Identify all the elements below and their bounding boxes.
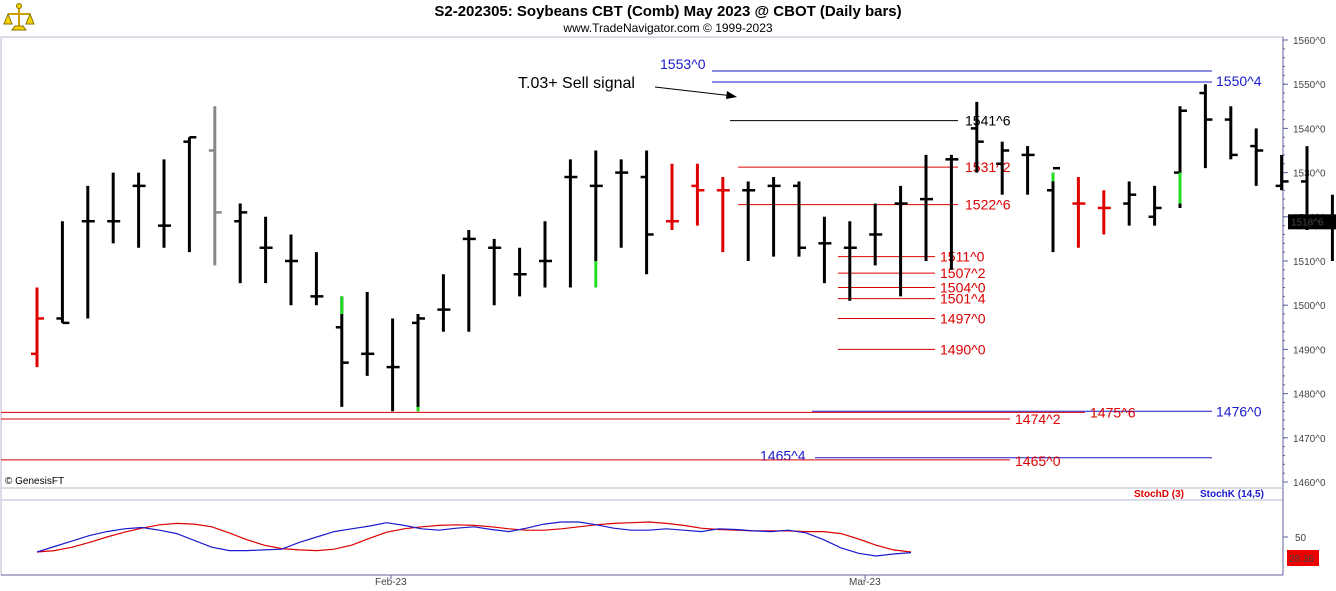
sell-signal-annotation: T.03+ Sell signal [518, 75, 635, 92]
level-label: 1541^6 [965, 113, 1011, 129]
legend-stochd: StochD (3) [1134, 489, 1184, 500]
level-label: 1465^0 [1015, 453, 1061, 469]
price-axis-tick-label: 1510^0 [1293, 257, 1326, 268]
level-label: 1531^2 [965, 159, 1011, 175]
sell-signal-arrow-line [654, 86, 734, 97]
source-label: © GenesisFT [5, 476, 64, 487]
price-axis-tick-label: 1480^0 [1293, 390, 1326, 401]
last-price-tag [1288, 214, 1336, 230]
chart-subtitle: www.TradeNavigator.com © 1999-2023 [563, 21, 773, 35]
last-price-tag-label: 1518^6 [1291, 217, 1324, 228]
price-axis-tick-label: 1500^0 [1293, 301, 1326, 312]
price-axis-tick-label: 1460^0 [1293, 478, 1326, 489]
level-label: 1474^2 [1015, 411, 1061, 427]
legend-stochk: StochK (14,5) [1200, 489, 1264, 500]
price-axis-tick-label: 1560^0 [1293, 36, 1326, 47]
date-axis-label: Feb-23 [375, 577, 407, 588]
price-axis-tick-label: 1490^0 [1293, 345, 1326, 356]
oscillator-last-tag-label: 28.36 [1289, 554, 1314, 565]
level-label: 1501^4 [940, 291, 986, 307]
chart-title: S2-202305: Soybeans CBT (Comb) May 2023 … [434, 3, 902, 20]
chart-header: S2-202305: Soybeans CBT (Comb) May 2023 … [0, 0, 1336, 36]
level-label: 1504^0 [940, 280, 986, 296]
level-label: 1476^0 [1216, 403, 1262, 419]
level-label: 1511^0 [940, 249, 985, 265]
level-label: 1490^0 [940, 341, 986, 357]
oscillator-series-line [36, 521, 912, 557]
level-label: 1522^6 [965, 197, 1011, 213]
price-axis-bg [1283, 37, 1336, 488]
sell-signal-arrow-head [726, 91, 737, 99]
price-axis-tick-label: 1540^0 [1293, 124, 1326, 135]
level-label: 1497^0 [940, 310, 986, 326]
date-axis-label: Mar-23 [849, 577, 881, 588]
price-axis-tick-label: 1550^0 [1293, 80, 1326, 91]
price-axis-tick-label: 1470^0 [1293, 434, 1326, 445]
level-label: 1475^6 [1090, 404, 1136, 420]
oscillator-panel [0, 487, 1284, 576]
level-label: 1465^4 [760, 448, 806, 464]
oscillator-axis-tick-label: 50 [1295, 533, 1307, 544]
level-label: 1553^0 [660, 56, 706, 72]
price-axis-tick-label: 1530^0 [1293, 169, 1326, 180]
level-label: 1550^4 [1216, 73, 1262, 89]
logo-icon [2, 2, 36, 34]
oscillator-last-tag [1287, 550, 1319, 566]
